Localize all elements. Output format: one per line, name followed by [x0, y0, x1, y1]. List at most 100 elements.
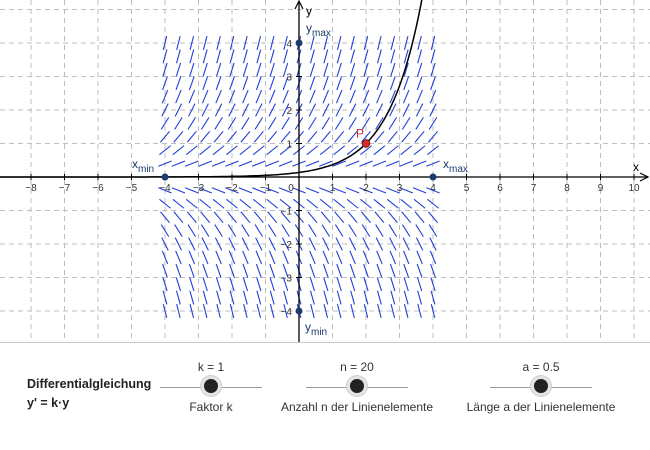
- point-ymax[interactable]: [295, 39, 303, 47]
- slope-field-element: [269, 49, 275, 64]
- graph-points[interactable]: xmin xmax ymin ymax P: [132, 21, 468, 338]
- slope-field-element: [227, 130, 237, 143]
- slope-field-element: [254, 224, 264, 237]
- slope-field-element: [175, 62, 182, 77]
- slope-field-element: [415, 224, 424, 237]
- slope-field-element: [255, 237, 263, 251]
- slope-field-element: [322, 263, 329, 278]
- slope-field-element: [267, 211, 278, 224]
- x-tick-label: −2: [226, 183, 238, 194]
- slope-field-element: [400, 198, 413, 209]
- x-tick-label: 0: [288, 183, 294, 194]
- slider-n-knob[interactable]: [350, 379, 364, 393]
- point-P[interactable]: [361, 139, 371, 148]
- slope-field-element: [200, 117, 210, 130]
- coordinate-grid: [0, 0, 650, 342]
- slope-field-element: [189, 62, 195, 77]
- slope-field-element: [416, 250, 423, 265]
- slope-field-element: [390, 303, 396, 319]
- slider-k-knob[interactable]: [204, 379, 218, 393]
- slope-field-element: [414, 130, 425, 143]
- point-xmin[interactable]: [161, 173, 169, 181]
- slope-field-element: [412, 160, 427, 167]
- point-ymin[interactable]: [295, 307, 303, 315]
- slope-field-element: [376, 263, 383, 278]
- slope-field-element: [269, 263, 276, 278]
- x-axis-label: x: [633, 160, 639, 174]
- slope-field-element: [175, 250, 182, 265]
- slope-field-element: [376, 89, 383, 104]
- slope-field-element: [189, 277, 195, 292]
- slope-field-element: [229, 277, 235, 292]
- slope-field-element: [363, 76, 369, 91]
- coordinate-axes: x y −8 −7 −6 −5 −4 −3 −2 −1 0 1 2 3 4 5 6 7 8 9 10 −4 −3 −2 −1 1 2…: [0, 0, 650, 342]
- slope-field-element: [216, 49, 222, 64]
- slope-field-element: [430, 62, 436, 77]
- slope-field-element: [426, 187, 440, 194]
- slope-field-element: [281, 224, 290, 237]
- slope-field-element: [200, 224, 210, 237]
- slope-field-element: [269, 277, 275, 292]
- graph-view[interactable]: x y −8 −7 −6 −5 −4 −3 −2 −1 0 1 2 3 4 5 6 7 8 9 10 −4 −3 −2 −1 1 2…: [0, 0, 650, 342]
- slope-field-element: [308, 103, 317, 117]
- slope-field-element: [308, 224, 317, 237]
- slope-field-element: [350, 303, 355, 319]
- slope-field-element: [415, 237, 424, 251]
- slope-field-element: [385, 187, 400, 194]
- slope-field-element: [175, 49, 181, 64]
- point-xmax[interactable]: [429, 173, 437, 181]
- slope-field-element: [403, 62, 409, 77]
- slope-field-element: [386, 145, 399, 156]
- slope-field-element: [162, 49, 168, 64]
- slope-field-element: [415, 117, 424, 130]
- slope-field-element: [336, 35, 342, 51]
- slope-field-element: [322, 237, 330, 251]
- slope-field-element: [199, 145, 212, 156]
- slope-field-element: [430, 76, 436, 91]
- slope-field: [157, 35, 441, 319]
- slope-field-element: [171, 160, 186, 167]
- slope-field-element: [360, 198, 372, 209]
- slope-field-element: [160, 224, 170, 237]
- slope-field-element: [334, 224, 344, 237]
- y-axis-label: y: [306, 4, 312, 18]
- slope-field-element: [268, 237, 276, 251]
- slope-field-element: [309, 290, 315, 305]
- slope-field-element: [375, 237, 384, 251]
- slope-field-element: [401, 211, 412, 224]
- slope-field-element: [428, 211, 438, 224]
- slope-field-element: [185, 198, 198, 209]
- slope-field-element: [402, 250, 410, 265]
- slope-field-element: [186, 130, 197, 143]
- slope-field-element: [162, 76, 168, 91]
- slider-a-knob[interactable]: [534, 379, 548, 393]
- slope-field-element: [403, 76, 410, 91]
- slope-field-element: [305, 160, 320, 167]
- slider-a: a = 0.5 Länge a der Linienelemente: [467, 343, 616, 450]
- x-tick-label: 6: [497, 183, 503, 194]
- slope-field-element: [201, 89, 209, 104]
- slope-field-element: [323, 277, 329, 292]
- slope-field-element: [282, 263, 289, 278]
- slope-field-element: [229, 76, 235, 91]
- slope-field-element: [414, 211, 425, 224]
- slope-field-element: [241, 103, 250, 117]
- slope-field-element: [242, 89, 249, 104]
- equation-title: Differentialgleichung y' = k·y: [27, 375, 151, 413]
- slope-field-element: [362, 237, 370, 251]
- slope-field-element: [386, 198, 399, 209]
- slope-field-element: [256, 290, 262, 305]
- slope-field-element: [243, 35, 248, 51]
- slope-field-element: [323, 49, 329, 64]
- slope-field-element: [363, 290, 369, 305]
- slope-field-element: [239, 198, 252, 209]
- slope-field-element: [430, 290, 436, 305]
- controls-panel: Differentialgleichung y' = k·y k = 1 Fak…: [0, 343, 650, 450]
- slope-field-element: [309, 250, 316, 265]
- slope-field-element: [216, 303, 221, 319]
- slope-field-element: [268, 103, 276, 117]
- slope-field-element: [281, 237, 290, 251]
- slope-field-element: [280, 211, 291, 224]
- slope-field-element: [213, 130, 224, 143]
- slope-field-element: [201, 237, 209, 251]
